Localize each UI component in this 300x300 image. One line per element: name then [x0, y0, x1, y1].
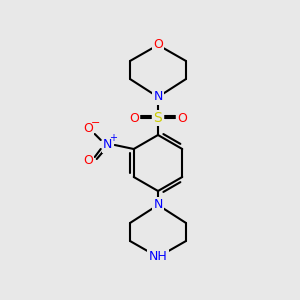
Text: S: S	[154, 111, 162, 125]
Text: O: O	[177, 112, 187, 124]
Text: +: +	[109, 133, 117, 143]
Text: O: O	[83, 154, 93, 167]
Text: O: O	[153, 38, 163, 52]
Text: N: N	[103, 139, 112, 152]
Text: N: N	[153, 199, 163, 212]
Text: O: O	[83, 122, 93, 136]
Text: N: N	[153, 91, 163, 103]
Text: NH: NH	[148, 250, 167, 263]
Text: O: O	[129, 112, 139, 124]
Text: −: −	[91, 118, 101, 128]
